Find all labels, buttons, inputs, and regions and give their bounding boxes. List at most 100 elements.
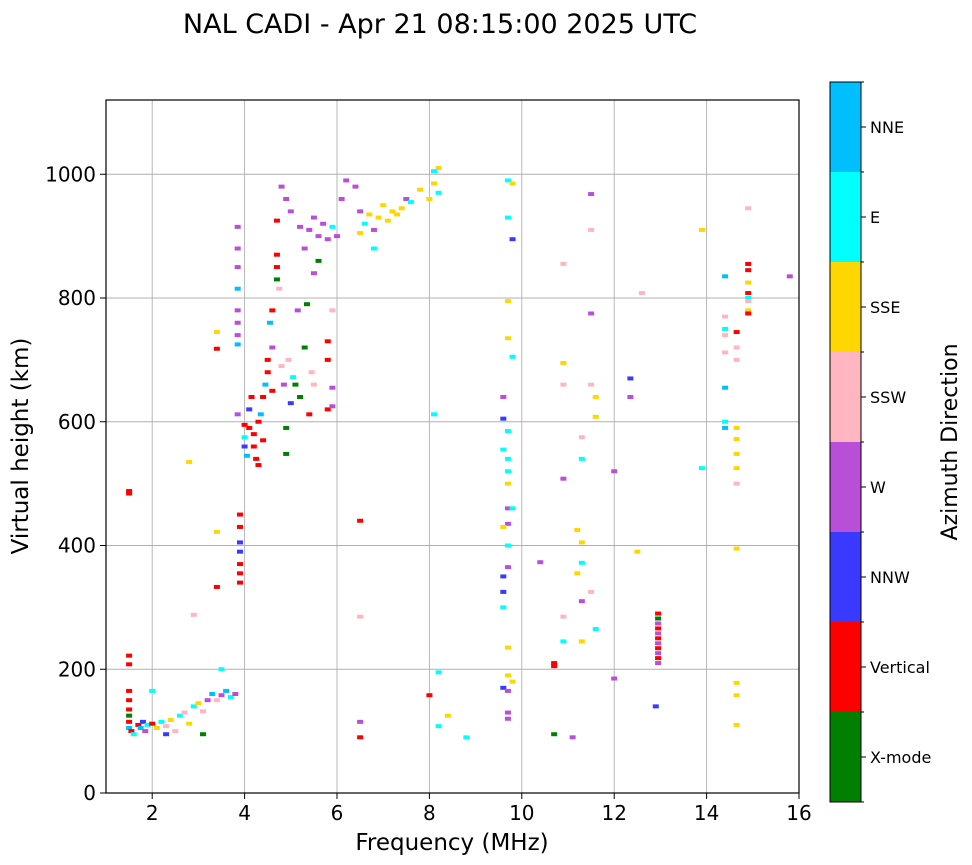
- data-point: [324, 357, 331, 362]
- colorbar-segment: [830, 172, 861, 262]
- data-point: [504, 543, 511, 548]
- data-point: [722, 350, 729, 355]
- x-tick-label: 14: [694, 801, 719, 825]
- data-point: [722, 425, 729, 430]
- data-point: [745, 299, 752, 304]
- data-point: [551, 664, 558, 669]
- data-point: [574, 571, 581, 576]
- data-point: [204, 698, 211, 703]
- data-point: [329, 224, 336, 229]
- x-axis-label: Frequency (MHz): [355, 830, 548, 856]
- data-point: [250, 432, 257, 437]
- data-point: [190, 704, 197, 709]
- data-point: [126, 719, 133, 724]
- data-point: [560, 261, 567, 266]
- data-point: [745, 308, 752, 313]
- data-point: [745, 296, 752, 300]
- data-point: [283, 425, 290, 430]
- data-point: [733, 722, 740, 727]
- data-point: [733, 680, 740, 685]
- data-point: [500, 685, 507, 690]
- data-point: [126, 653, 133, 658]
- data-point: [426, 693, 433, 698]
- data-point: [733, 481, 740, 486]
- colorbar-tick-label: SSE: [870, 298, 900, 317]
- data-point: [253, 456, 260, 461]
- y-tick-label: 600: [58, 410, 96, 434]
- data-point: [592, 414, 599, 419]
- data-point: [276, 286, 283, 291]
- data-point: [241, 422, 248, 427]
- data-point: [504, 469, 511, 474]
- data-point: [722, 419, 729, 424]
- data-point: [366, 212, 373, 217]
- x-tick-label: 16: [786, 801, 811, 825]
- data-point: [190, 612, 197, 617]
- x-tick-label: 10: [509, 801, 534, 825]
- data-point: [398, 206, 405, 211]
- data-point: [234, 246, 241, 251]
- data-point: [504, 456, 511, 461]
- data-point: [380, 203, 387, 208]
- data-point: [352, 184, 359, 189]
- colorbar-tick-label: SSW: [870, 388, 906, 407]
- colorbar-tick-label: Vertical: [870, 658, 930, 677]
- data-point: [126, 491, 133, 496]
- data-point: [153, 726, 160, 731]
- data-point: [652, 704, 659, 709]
- data-point: [278, 184, 285, 189]
- data-point: [634, 549, 641, 554]
- data-point: [301, 345, 308, 350]
- data-point: [733, 466, 740, 471]
- data-point: [139, 719, 146, 724]
- data-point: [435, 166, 442, 171]
- data-point: [578, 599, 585, 604]
- data-point: [213, 698, 220, 703]
- data-point: [500, 605, 507, 610]
- data-point: [149, 688, 156, 693]
- data-point: [269, 308, 276, 313]
- data-point: [431, 181, 438, 186]
- data-point: [126, 726, 133, 731]
- data-point: [158, 719, 165, 724]
- data-point: [537, 560, 544, 565]
- data-point: [655, 641, 662, 646]
- data-point: [213, 584, 220, 589]
- y-tick-label: 0: [83, 781, 96, 805]
- data-point: [722, 326, 729, 331]
- data-point: [234, 224, 241, 229]
- data-point: [267, 320, 274, 325]
- data-point: [504, 688, 511, 693]
- data-point: [306, 227, 313, 232]
- data-point: [357, 735, 364, 740]
- data-point: [144, 722, 151, 727]
- data-point: [504, 710, 511, 715]
- data-point: [588, 227, 595, 232]
- data-point: [722, 385, 729, 390]
- data-point: [698, 227, 705, 232]
- data-point: [273, 218, 280, 223]
- data-point: [213, 330, 220, 335]
- data-point: [560, 476, 567, 481]
- data-point: [255, 419, 262, 424]
- data-point: [142, 729, 149, 734]
- data-point: [370, 246, 377, 251]
- data-point: [504, 215, 511, 220]
- data-point: [283, 197, 290, 201]
- data-point: [431, 412, 438, 417]
- data-point: [722, 333, 729, 338]
- data-point: [578, 560, 585, 565]
- data-point: [403, 197, 410, 201]
- data-point: [655, 651, 662, 656]
- data-point: [463, 735, 470, 740]
- y-tick-label: 200: [58, 657, 96, 681]
- data-point: [578, 639, 585, 644]
- data-point: [213, 346, 220, 351]
- data-point: [264, 357, 271, 362]
- data-point: [310, 271, 317, 276]
- data-point: [200, 709, 207, 714]
- data-point: [733, 546, 740, 551]
- colorbar-tick-label: NNE: [870, 118, 904, 137]
- data-point: [655, 661, 662, 666]
- data-point: [236, 524, 243, 529]
